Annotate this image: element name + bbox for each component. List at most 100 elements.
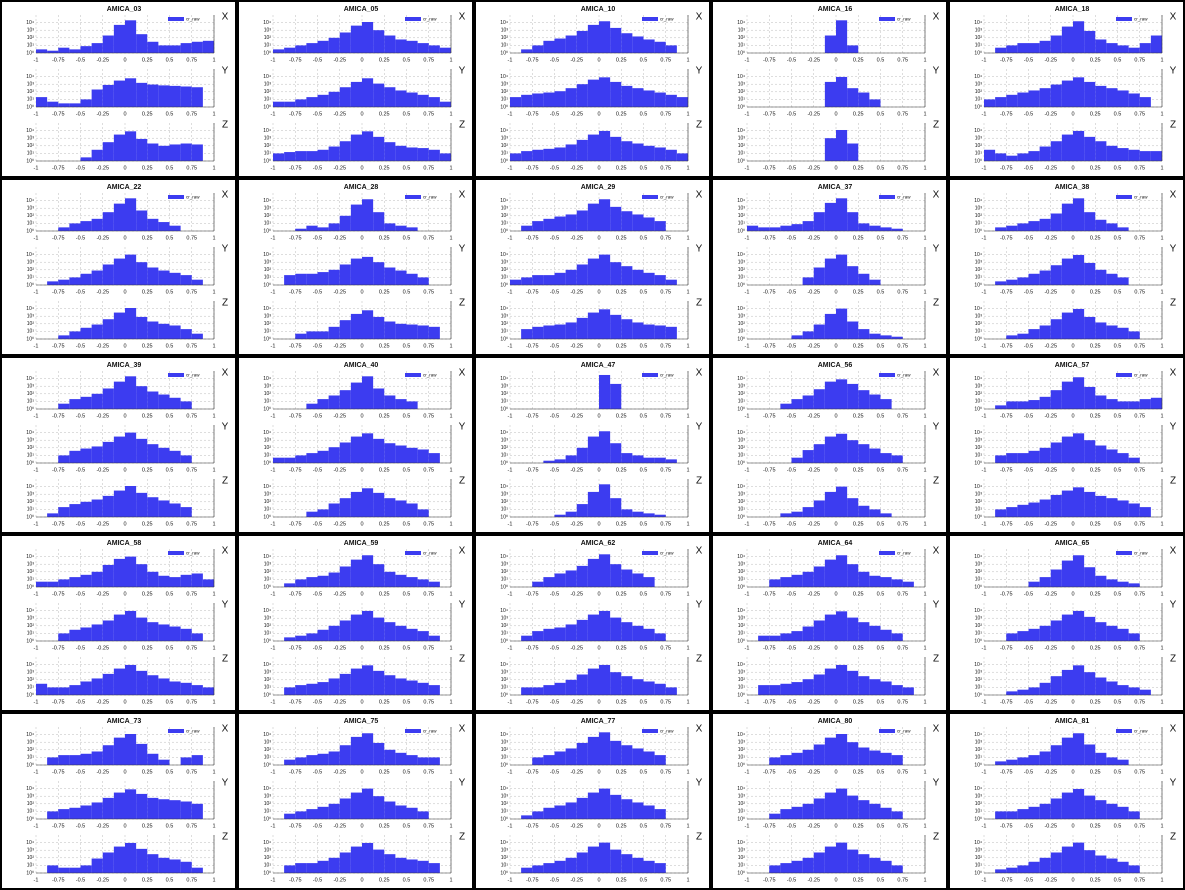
y-tick-label: 10² [264,321,272,327]
histogram-bar [1006,759,1018,765]
y-tick-label: 10⁰ [737,816,745,822]
x-tick-label: 0.75 [897,235,908,241]
histogram-bar [317,753,329,765]
x-tick-label: -0.25 [1044,235,1057,241]
histogram-bar [654,92,666,107]
histogram-bar [80,46,92,53]
panel-border [237,356,474,534]
histogram-bar [136,438,148,463]
x-tick-label: -0.5 [1024,57,1033,63]
x-tick-label: 0.25 [142,645,153,651]
histogram-bar [554,751,566,765]
histogram-bar [317,629,329,641]
y-tick-label: 10² [738,445,746,451]
histogram-bar [858,571,870,587]
x-tick-label: 0 [123,877,126,883]
x-tick-label: 1 [212,521,215,527]
legend-swatch [1116,195,1132,199]
histogram-bar [858,676,870,695]
x-tick-label: 0.5 [877,467,885,473]
histogram-bar [350,134,362,161]
x-tick-label: 0.75 [897,343,908,349]
y-tick-label: 10² [27,569,35,575]
histogram-bar [113,312,125,339]
histogram-bar [1061,26,1073,53]
histogram-bar [113,614,125,641]
y-tick-label: 10⁰ [26,282,34,288]
panel-title: AMICA_05 [344,6,379,13]
histogram-bar [510,279,522,285]
histogram-bar [384,395,396,409]
histogram-bar [802,450,814,463]
x-tick-label: 0.5 [877,699,885,705]
x-tick-label: 0.25 [379,235,390,241]
y-tick-label: 10¹ [264,809,272,815]
x-tick-label: -0.25 [96,235,109,241]
x-tick-label: 0.5 [166,877,174,883]
y-tick-label: 10¹ [27,43,35,49]
histogram-bar [1028,450,1040,463]
x-tick-label: 1 [686,467,689,473]
histogram-bar [521,329,533,339]
histogram-bar [587,792,599,819]
axis-letter: Y [696,66,703,77]
histogram-bar [1150,397,1162,409]
x-tick-label: 0.75 [186,413,197,419]
axis-letter: Z [1170,298,1176,309]
histogram-bar [858,622,870,641]
histogram-bar [328,37,340,53]
x-tick-label: -1 [745,591,750,597]
legend-swatch [879,729,895,733]
x-tick-label: 0 [123,343,126,349]
x-tick-label: -0.25 [96,165,109,171]
x-tick-label: 0.75 [660,57,671,63]
y-tick-label: 10¹ [738,97,746,103]
x-tick-label: 0 [597,591,600,597]
x-tick-label: -1 [508,823,513,829]
histogram-bar [362,555,374,587]
x-tick-label: 0 [123,467,126,473]
x-tick-label: -1 [745,877,750,883]
histogram-bar [350,491,362,517]
histogram-bar [1061,669,1073,695]
histogram-bar [350,382,362,409]
x-tick-label: -1 [508,57,513,63]
x-tick-label: -0.25 [333,591,346,597]
histogram-bar [191,279,203,285]
histogram-bar [136,386,148,409]
y-tick-label: 10² [738,213,746,219]
y-tick-label: 10² [264,747,272,753]
x-tick-label: -0.75 [1000,823,1013,829]
y-tick-label: 10² [27,623,35,629]
x-tick-label: 0.5 [877,521,885,527]
x-tick-label: 0.75 [1134,235,1145,241]
x-tick-label: 0.5 [403,521,411,527]
histogram-bar [417,631,429,641]
histogram-bar [1106,681,1118,695]
histogram-bar [847,45,859,53]
x-tick-label: 1 [1160,111,1163,117]
histogram-bar [273,101,285,107]
x-tick-label: -0.5 [313,591,322,597]
y-tick-label: 10⁰ [26,50,34,56]
histogram-bar [665,326,677,339]
x-tick-label: -0.5 [787,645,796,651]
y-tick-label: 10⁰ [263,50,271,56]
y-tick-label: 10³ [738,670,746,676]
histogram-bar [780,755,792,765]
histogram-bar [180,682,192,695]
histogram-bar [1050,265,1062,285]
histogram-bar [69,577,81,587]
x-tick-label: -1 [508,289,513,295]
histogram-bar [1117,685,1129,695]
x-tick-label: -0.75 [526,521,539,527]
x-tick-label: -0.75 [1000,591,1013,597]
histogram-bar [350,25,362,53]
y-tick-label: 10³ [501,740,509,746]
y-tick-label: 10¹ [975,507,983,513]
histogram-bar [576,30,588,53]
histogram-bar [169,144,181,161]
x-tick-label: -0.75 [526,111,539,117]
